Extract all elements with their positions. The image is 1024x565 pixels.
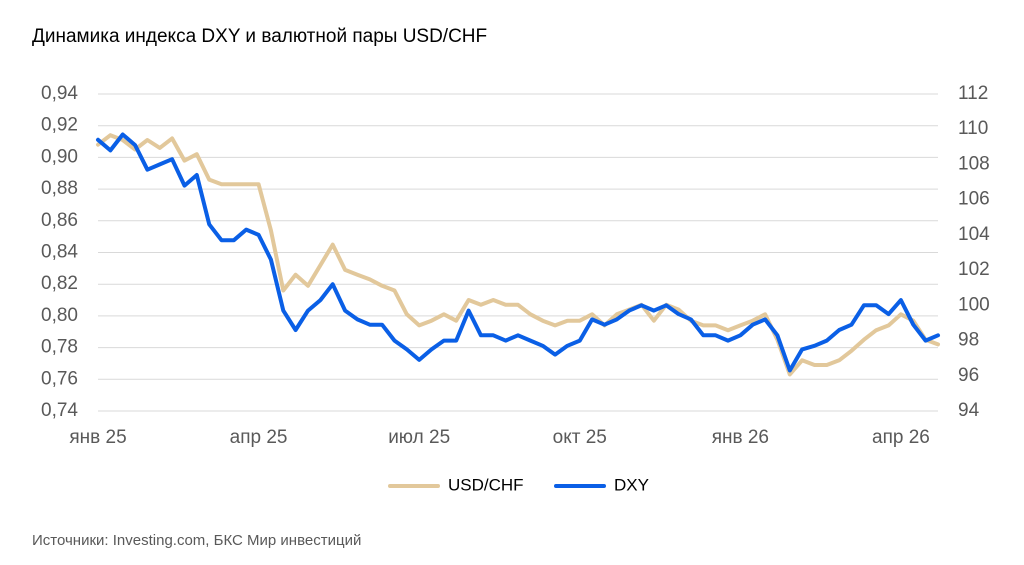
- y2-tick-label: 100: [958, 294, 990, 315]
- y2-tick-label: 110: [958, 118, 988, 139]
- y-tick-label: 0,76: [41, 368, 78, 389]
- legend-label: DXY: [614, 475, 649, 494]
- y-tick-label: 0,90: [41, 146, 78, 167]
- y-tick-label: 0,88: [41, 178, 78, 199]
- y-tick-label: 0,74: [41, 400, 78, 421]
- x-tick-label: апр 26: [872, 427, 930, 448]
- y-tick-label: 0,82: [41, 273, 78, 294]
- x-tick-label: июл 25: [388, 427, 450, 448]
- legend-label: USD/CHF: [448, 475, 524, 494]
- source-note: Источники: Investing.com, БКС Мир инвест…: [32, 532, 361, 549]
- y2-tick-label: 106: [958, 189, 990, 210]
- y-tick-label: 0,92: [41, 115, 78, 136]
- y-tick-label: 0,94: [41, 83, 78, 104]
- x-tick-label: апр 25: [230, 427, 288, 448]
- x-tick-label: янв 25: [69, 427, 126, 448]
- y-tick-label: 0,80: [41, 305, 78, 326]
- y2-tick-label: 96: [958, 365, 979, 386]
- y-tick-label: 0,86: [41, 210, 78, 231]
- y2-tick-label: 104: [958, 224, 990, 245]
- series-line: [96, 132, 940, 373]
- y2-tick-label: 102: [958, 259, 990, 280]
- x-tick-label: окт 25: [553, 427, 607, 448]
- y-tick-label: 0,84: [41, 242, 78, 263]
- series-line: [96, 133, 940, 377]
- chart-title: Динамика индекса DXY и валютной пары USD…: [32, 26, 487, 47]
- y2-tick-label: 98: [958, 330, 979, 351]
- y2-tick-label: 108: [958, 153, 990, 174]
- y2-tick-label: 94: [958, 400, 980, 421]
- x-tick-label: янв 26: [712, 427, 769, 448]
- y-tick-label: 0,78: [41, 337, 78, 358]
- y2-tick-label: 112: [958, 83, 988, 104]
